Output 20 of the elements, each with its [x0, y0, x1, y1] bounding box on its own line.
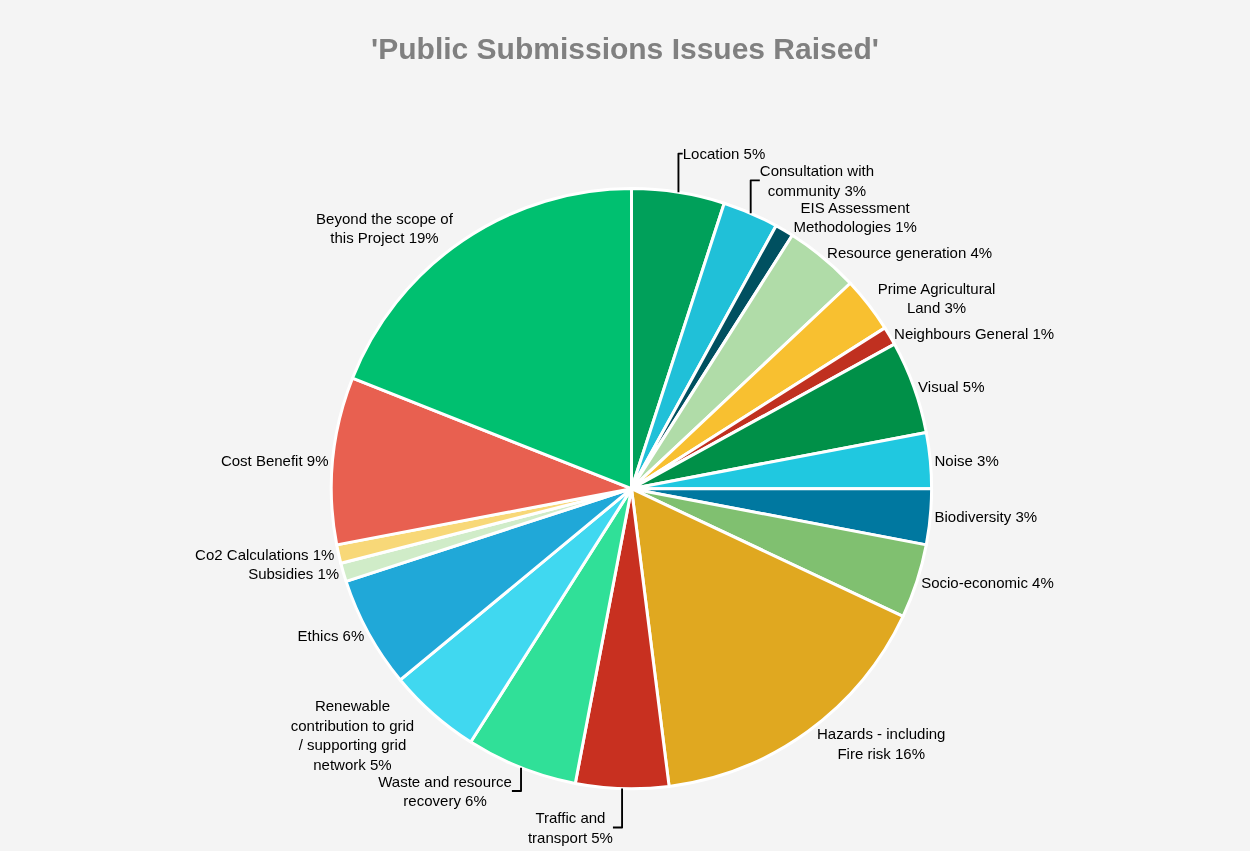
slice-label: Resource generation 4% — [827, 243, 993, 261]
slice-label: Socio-economic 4% — [921, 573, 1054, 591]
slice-label: Co2 Calculations 1% — [195, 546, 335, 564]
slice-label: Visual 5% — [918, 377, 985, 395]
slice-label: Subsidies 1% — [248, 564, 340, 582]
slice-label: Hazards - including Fire risk 16% — [817, 725, 946, 762]
slice-label: Biodiversity 3% — [934, 508, 1038, 526]
slice-label: Consultation with community 3% — [759, 162, 875, 199]
chart-title: 'Public Submissions Issues Raised' — [371, 32, 879, 66]
slice-label: Prime Agricultural Land 3% — [877, 279, 996, 317]
slice-label: Ethics 6% — [297, 626, 365, 644]
slice-label: Renewable contribution to grid / supporting grid network 5% — [290, 697, 415, 773]
slice-label: Noise 3% — [934, 451, 999, 469]
slice-label: Traffic and transport 5% — [527, 809, 613, 846]
slice-label: Cost Benefit 9% — [220, 451, 329, 469]
slice-label: Neighbours General 1% — [894, 325, 1055, 343]
slice-label: Beyond the scope of this Project 19% — [316, 209, 454, 247]
slice-label: Waste and resource recovery 6% — [378, 772, 512, 810]
slice-label: EIS Assessment Methodologies 1% — [793, 198, 917, 236]
slice-label: Location 5% — [682, 145, 766, 163]
